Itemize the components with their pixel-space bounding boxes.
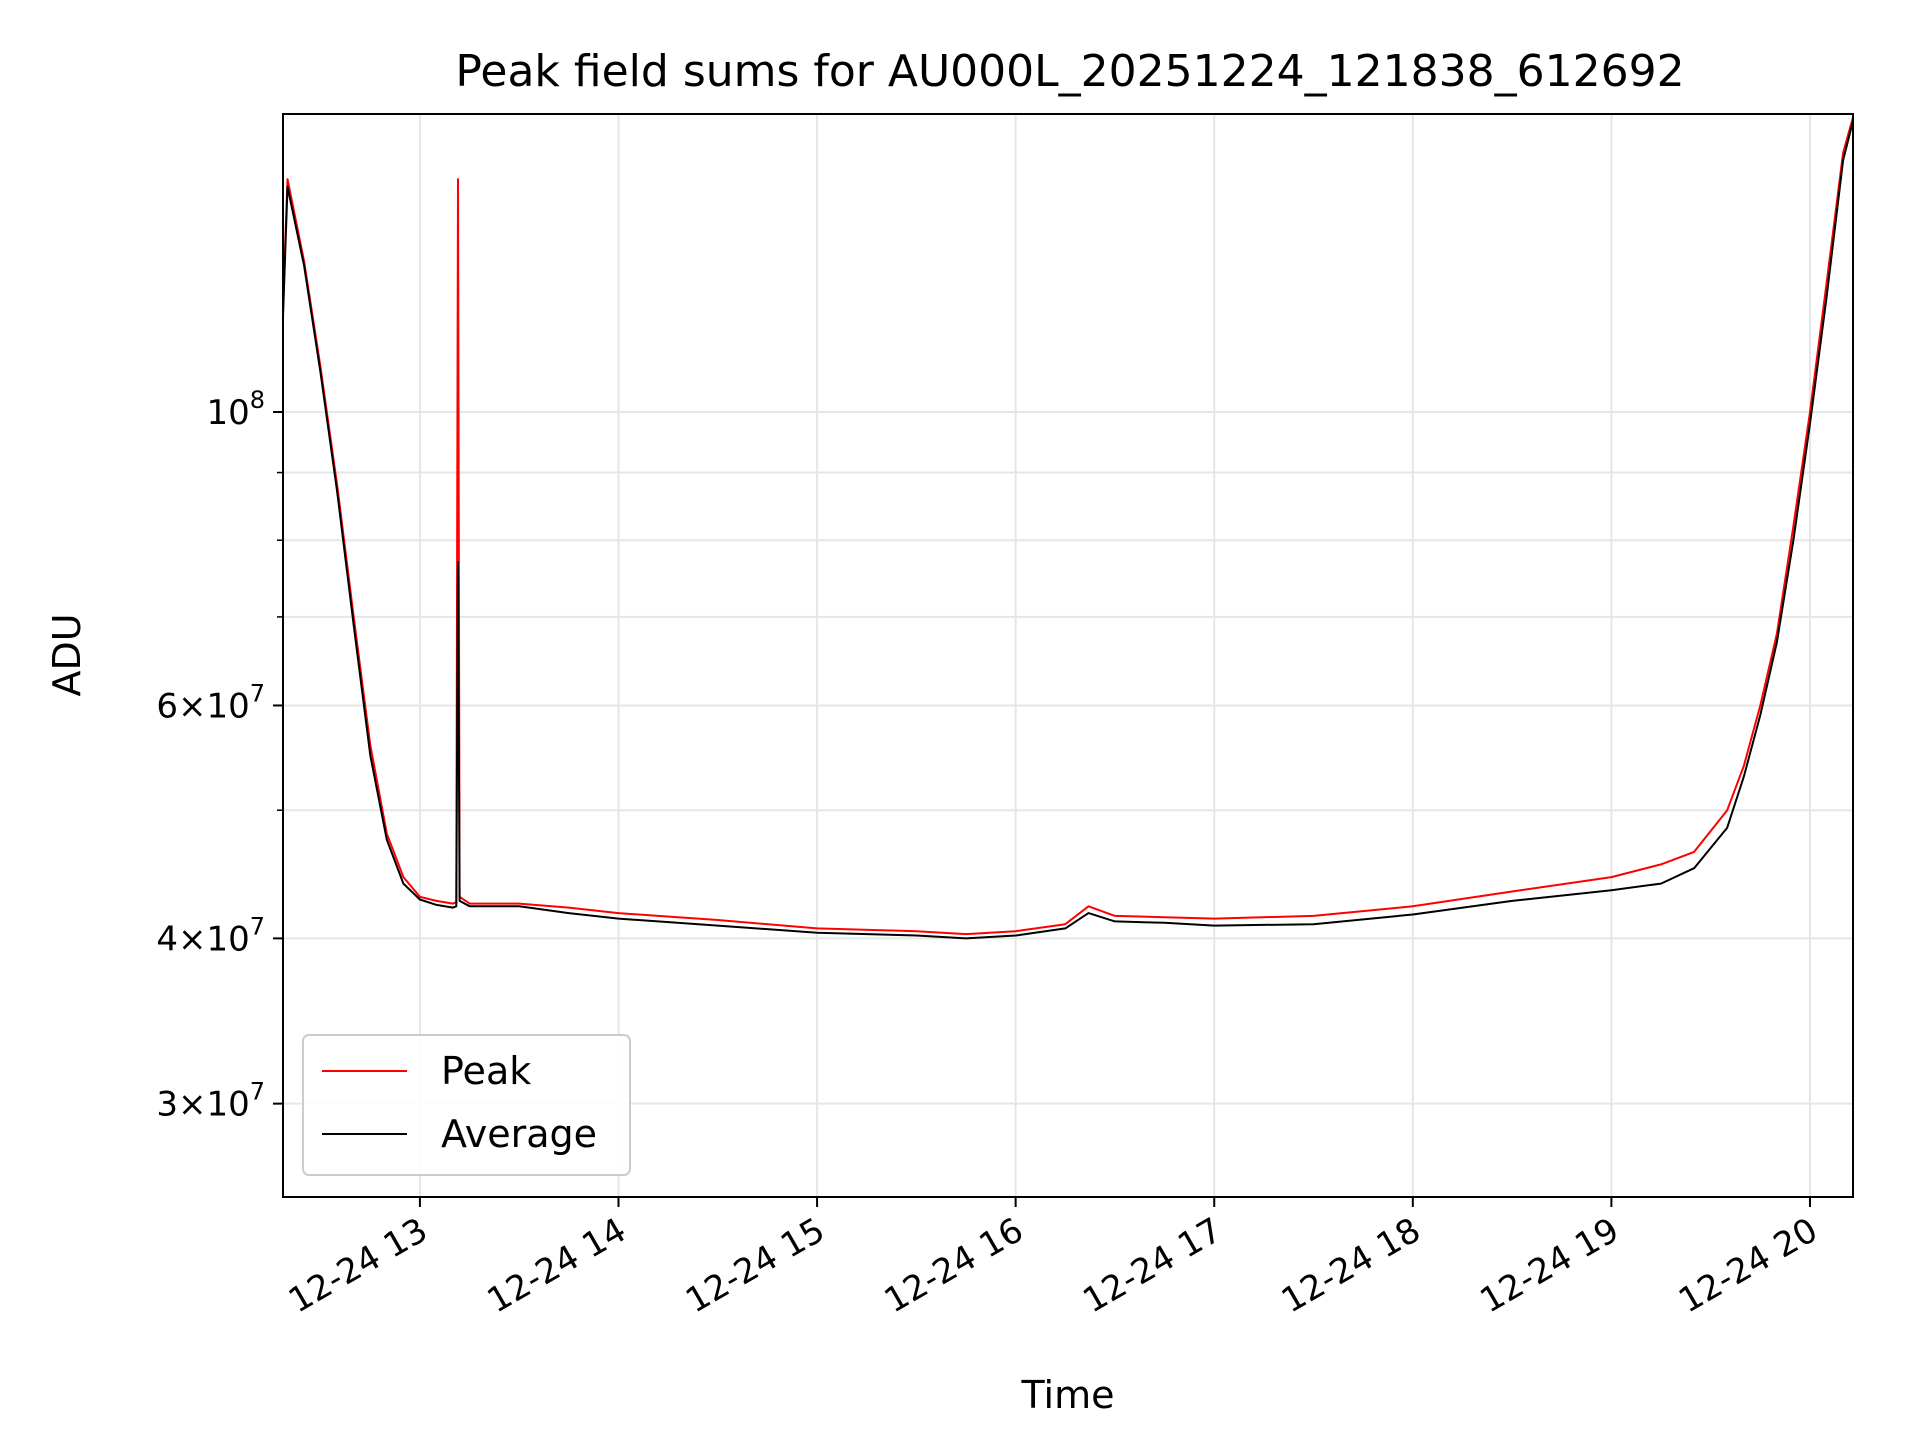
series-line-average	[283, 120, 1853, 940]
chart-title: Peak field sums for AU000L_20251224_1218…	[455, 46, 1684, 97]
y-tick-label: 6×107	[156, 679, 265, 726]
x-tick-label: 12-24 19	[1474, 1210, 1626, 1321]
y-axis: 3×107 4×107 6×107 108	[156, 386, 283, 1125]
y-tick-label: 3×107	[156, 1078, 265, 1125]
x-tick-label: 12-24 20	[1672, 1210, 1824, 1321]
x-tick-label: 12-24 18	[1275, 1210, 1427, 1321]
plot-frame	[282, 113, 1854, 1198]
legend: Peak Average	[302, 1034, 631, 1176]
series-line-peak	[283, 117, 1853, 936]
x-axis: 12-24 13 12-24 14 12-24 15 12-24 16 12-24 17…	[282, 1197, 1824, 1321]
x-tick-label: 12-24 17	[1076, 1210, 1228, 1321]
x-tick-label: 12-24 14	[481, 1210, 633, 1321]
x-axis-label: Time	[1021, 1373, 1115, 1417]
y-tick-label: 108	[206, 386, 265, 433]
y-tick-label: 4×107	[156, 912, 265, 959]
x-tick-label: 12-24 15	[679, 1210, 831, 1321]
grid-layer	[283, 114, 1853, 1197]
x-tick-label: 12-24 16	[878, 1210, 1030, 1321]
y-axis-label: ADU	[45, 613, 89, 696]
legend-label-peak: Peak	[441, 1049, 531, 1093]
x-tick-label: 12-24 13	[282, 1210, 434, 1321]
legend-label-average: Average	[441, 1112, 597, 1156]
series-layer	[283, 117, 1853, 940]
